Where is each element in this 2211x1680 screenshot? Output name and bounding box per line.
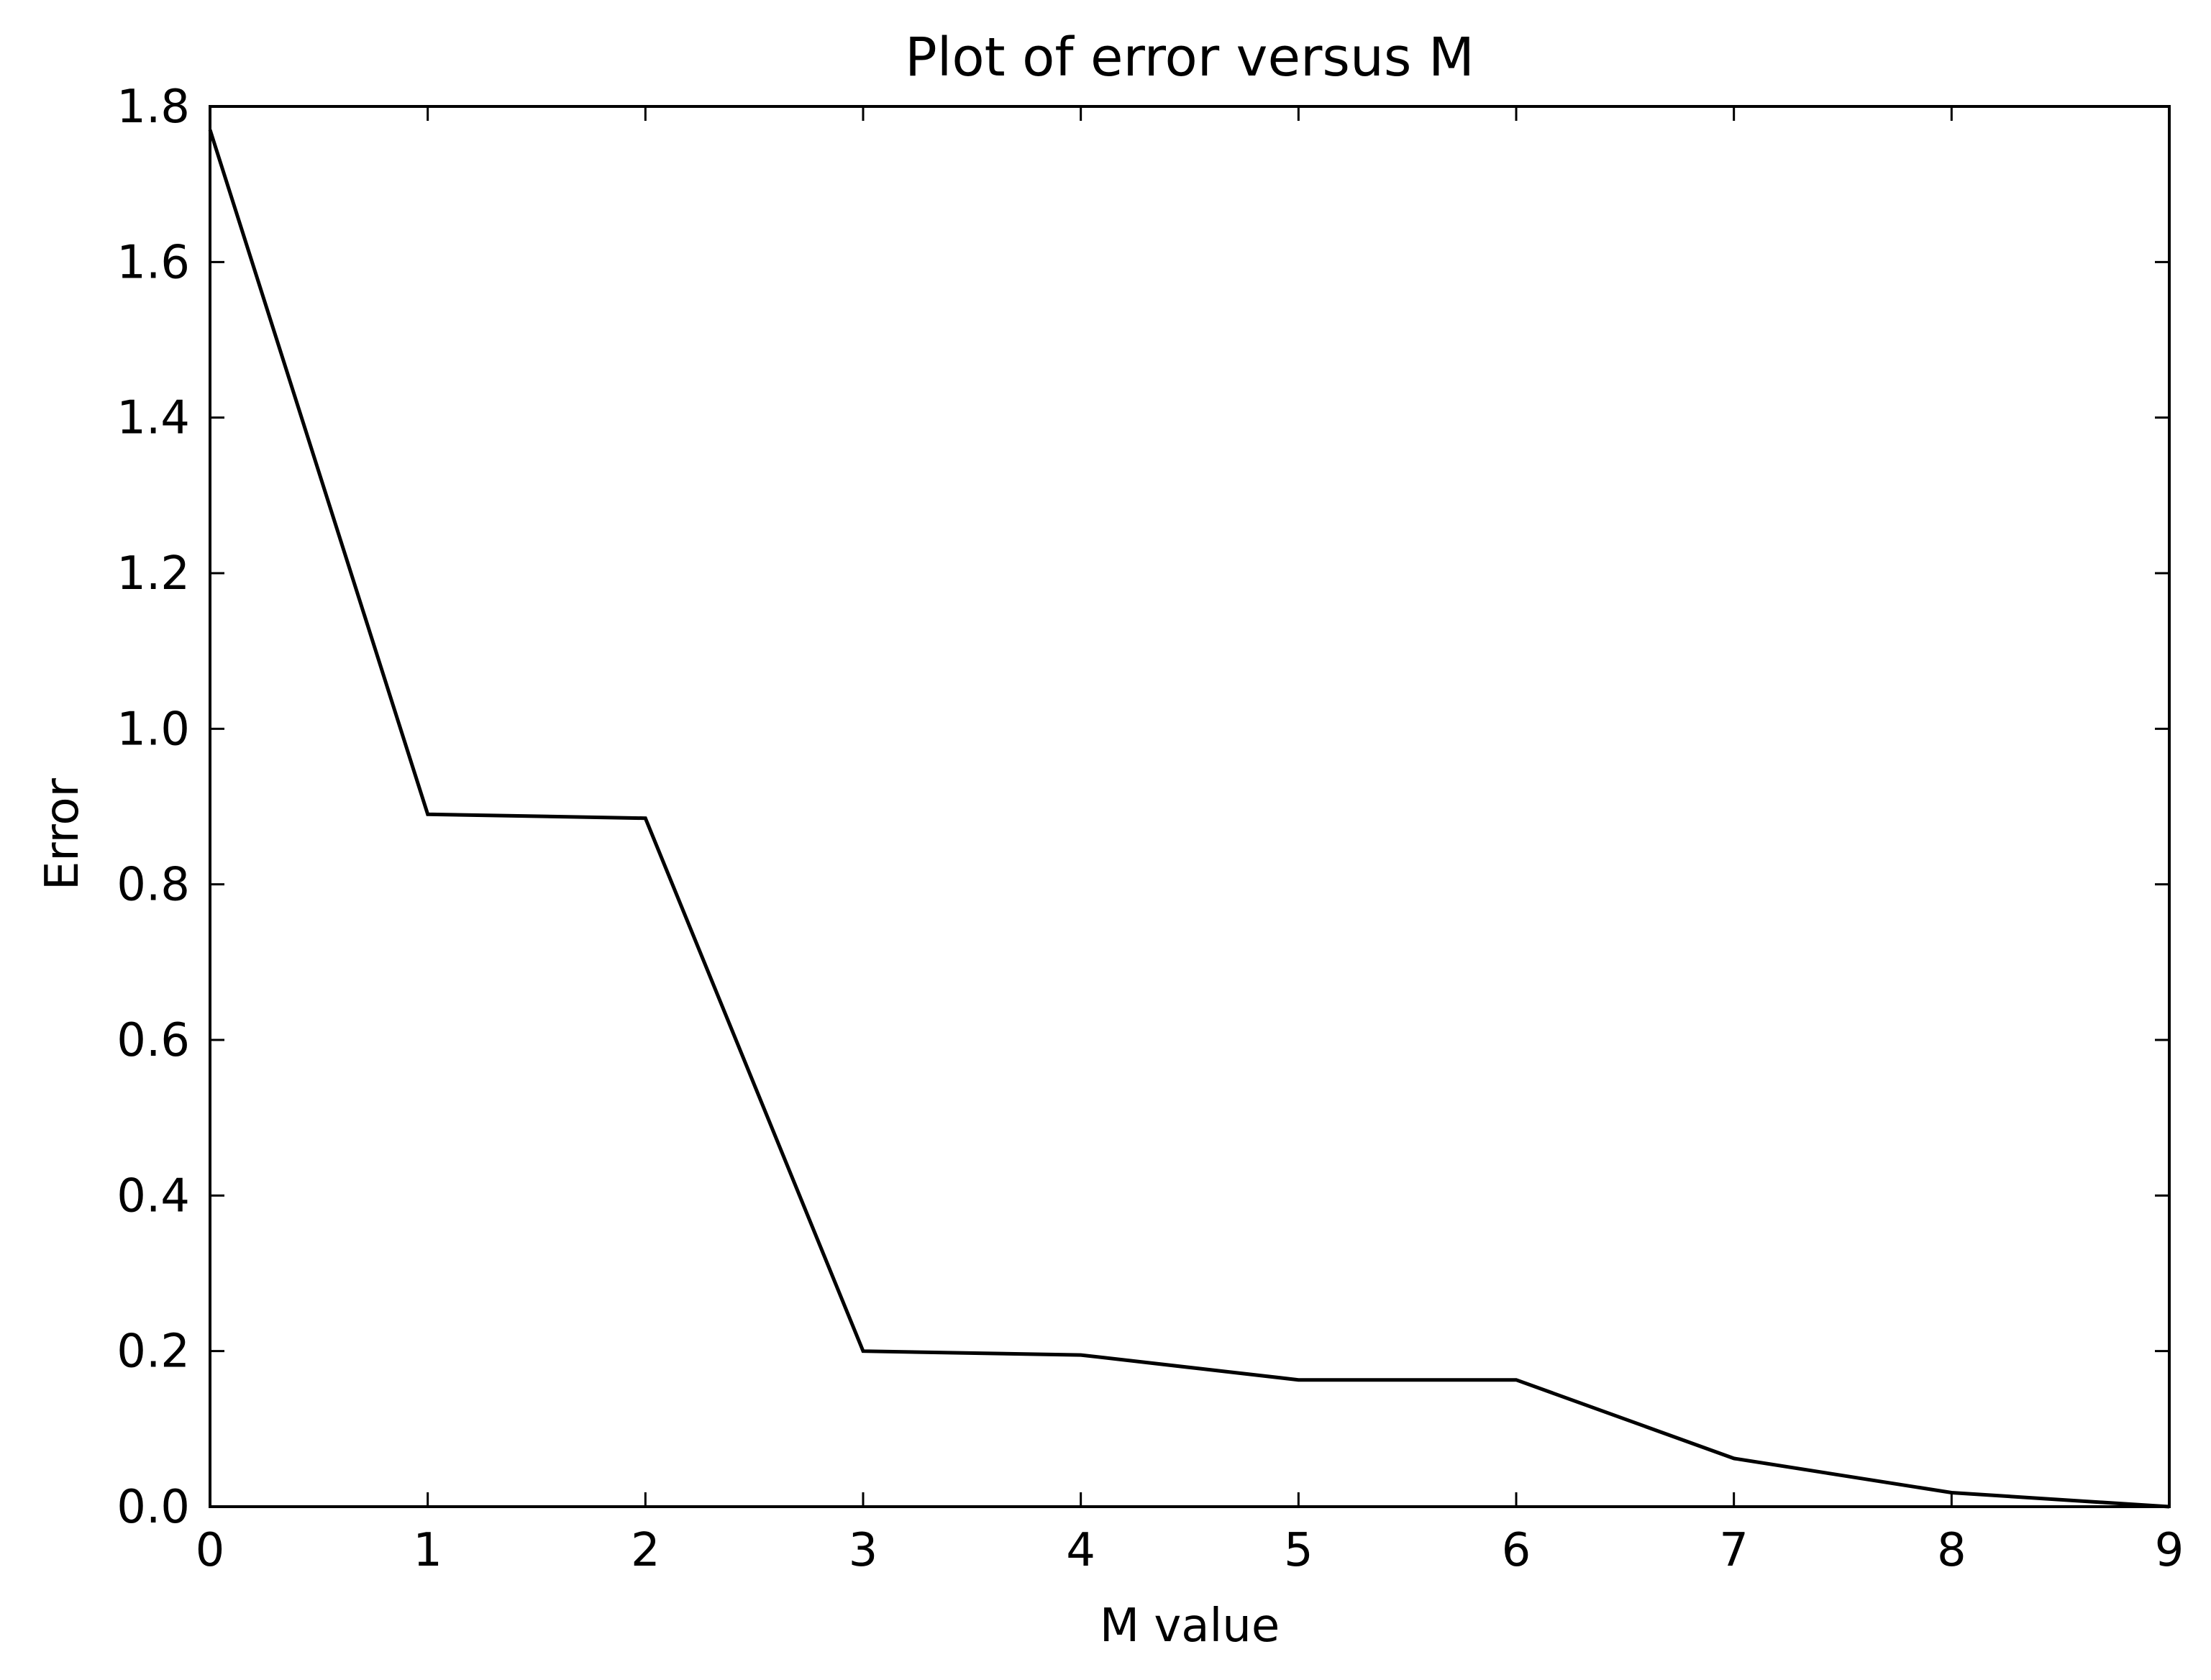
chart-title: Plot of error versus M	[905, 27, 1474, 88]
y-axis-label: Error	[36, 777, 89, 890]
y-tick-label: 0.2	[117, 1325, 190, 1379]
series-layer	[208, 129, 2170, 1509]
x-tick-label: 6	[1502, 1524, 1531, 1577]
series-line-0	[208, 129, 2170, 1509]
y-tick-label: 0.6	[117, 1014, 190, 1067]
x-tick-label: 2	[631, 1524, 660, 1577]
y-tick-label: 1.2	[117, 547, 190, 601]
x-tick-label: 9	[2155, 1524, 2184, 1577]
x-tick-label: 1	[413, 1524, 442, 1577]
x-axis-label: M value	[1100, 1599, 1280, 1653]
x-tick-label: 8	[1937, 1524, 1966, 1577]
y-tick-label: 1.0	[117, 703, 190, 756]
x-tick-label: 4	[1066, 1524, 1095, 1577]
y-tick-label: 0.4	[117, 1169, 190, 1223]
plot-area-frame	[209, 105, 2171, 1508]
x-tick-label: 3	[849, 1524, 878, 1577]
x-tick-label: 0	[196, 1524, 225, 1577]
y-axis-ticks: 0.0 0.2 0.4 0.6 0.8 1.0 1.2 1.4 1.6 1.8	[117, 81, 2169, 1534]
x-axis-ticks: 0 1 2 3 4 5 6 7 8 9	[196, 106, 2184, 1577]
y-tick-label: 1.8	[117, 81, 190, 134]
x-tick-label: 5	[1284, 1524, 1313, 1577]
x-tick-label: 7	[1719, 1524, 1749, 1577]
y-tick-label: 1.4	[117, 392, 190, 445]
y-tick-label: 0.8	[117, 859, 190, 912]
y-tick-label: 0.0	[117, 1481, 190, 1534]
y-tick-label: 1.6	[117, 236, 190, 289]
